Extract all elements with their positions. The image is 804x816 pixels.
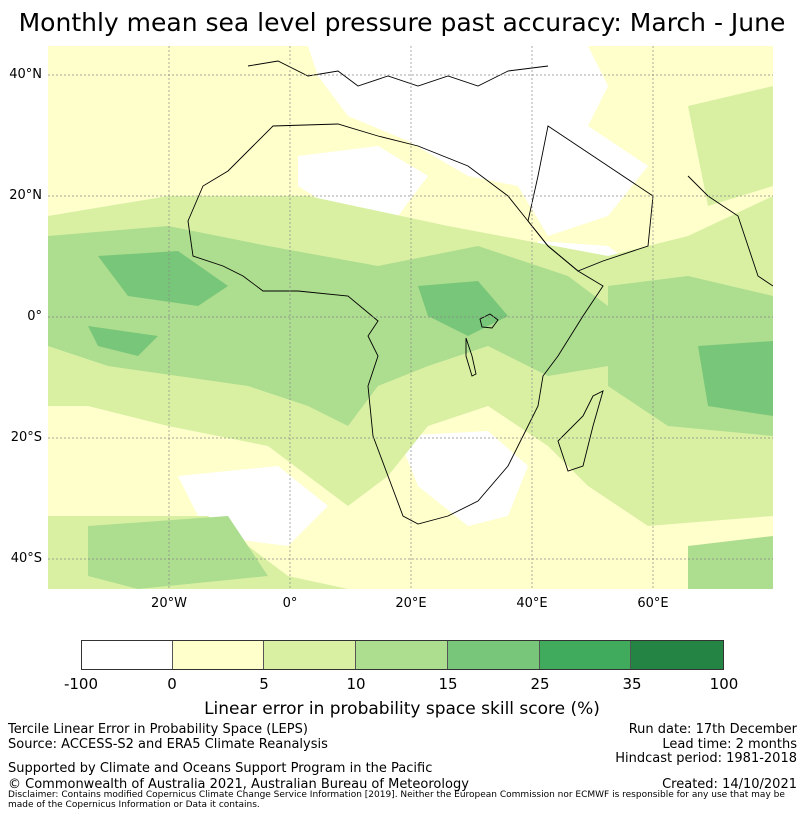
created-text: Created: 14/10/2021 [662,777,797,792]
skill-region-15-25-congo [418,281,508,336]
lon-tick-label: 60°E [637,596,669,611]
lon-tick-label: 0° [282,596,298,611]
colorbar-tick-label: -100 [63,675,99,693]
madagascar-coastline [557,390,604,472]
colorbar-swatch [172,641,265,669]
lake-tanganyika [465,337,477,377]
low-skill-region-southern-africa [398,431,528,526]
copyright-text: © Commonwealth of Australia 2021, Austra… [8,777,469,792]
colorbar-tick-label: 10 [346,675,366,693]
low-skill-region-sahara [298,146,428,216]
colorbar-tick-label: 5 [259,675,269,693]
skill-map-svg [48,46,773,589]
lat-tick-label: 40°S [10,551,42,566]
colorbar-tick-label: 100 [709,675,739,693]
lon-tick-label: 20°E [395,596,427,611]
support-text: Supported by Climate and Oceans Support … [8,761,433,776]
skill-shading [48,46,773,589]
colorbar-tick-label: 15 [438,675,458,693]
colorbar-swatch [447,641,540,669]
lat-tick-label: 20°N [9,188,42,203]
lat-tick-label: 0° [27,309,42,324]
colorbar-label: Linear error in probability space skill … [204,699,600,719]
lon-tick-label: 40°E [516,596,548,611]
colorbar-swatch [631,641,724,669]
skill-region-10-15-southeast [688,536,773,589]
hindcast-text: Hindcast period: 1981-2018 [615,751,797,766]
source-text: Source: ACCESS-S2 and ERA5 Climate Reana… [8,737,328,752]
low-skill-region-europe-mideast [308,46,648,236]
colorbar-swatch [539,641,632,669]
disclaimer-text: Disclaimer: Contains modified Copernicus… [8,790,785,810]
colorbar-swatch [82,641,173,669]
chart-title: Monthly mean sea level pressure past acc… [18,8,786,37]
colorbar-swatch [356,641,448,669]
lat-tick-label: 40°N [9,67,42,82]
colorbar-tick-label: 35 [622,675,642,693]
skill-region-15-25-atlantic [98,251,228,306]
skill-region-5-10-northeast [688,86,773,206]
europe-coastline [247,60,549,87]
run-date-text: Run date: 17th December [628,722,797,737]
colorbar-tick-label: 25 [530,675,550,693]
colorbar [81,640,724,670]
lead-time-text: Lead time: 2 months [662,737,797,752]
gridlines [48,46,773,589]
skill-region-15-25-indian [698,341,773,416]
method-text: Tercile Linear Error in Probability Spac… [8,722,308,737]
skill-region-15-25-gulf [88,326,158,356]
lon-tick-label: 20°W [151,596,187,611]
colorbar-tick-label: 0 [167,675,177,693]
india-coastline [687,175,773,287]
lake-victoria [479,313,499,329]
skill-region-10-15-south [88,516,268,589]
skill-map [48,46,773,589]
colorbar-swatch [264,641,357,669]
lat-tick-label: 20°S [10,430,42,445]
